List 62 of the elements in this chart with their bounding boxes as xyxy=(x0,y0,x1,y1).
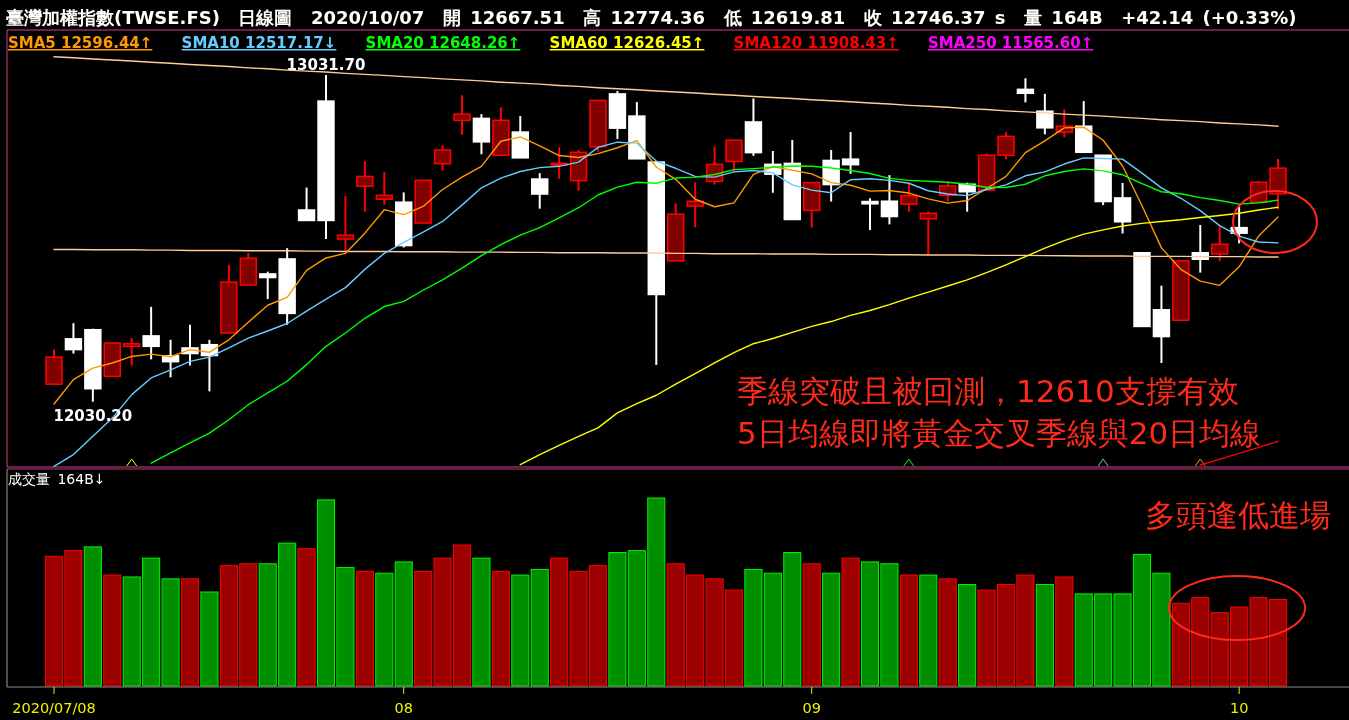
bar xyxy=(394,561,413,687)
bar xyxy=(180,578,200,687)
candlestick xyxy=(841,131,860,175)
candlestick xyxy=(861,197,879,231)
legend-label: SMA250 11565.60↑ xyxy=(928,34,1094,52)
candlestick xyxy=(725,139,743,174)
candlestick xyxy=(1016,77,1035,104)
bar xyxy=(83,546,102,687)
candlestick xyxy=(880,174,899,226)
bar xyxy=(938,578,957,687)
candlestick xyxy=(64,322,83,355)
candlestick xyxy=(1036,92,1054,136)
candlestick xyxy=(919,210,937,257)
annotation: 多頭逢低進場 xyxy=(1145,497,1331,533)
bar xyxy=(530,568,549,687)
bar xyxy=(375,572,394,687)
bar xyxy=(802,563,821,687)
candlestick xyxy=(375,170,393,206)
candlestick xyxy=(531,172,549,210)
bar xyxy=(103,574,122,687)
bar xyxy=(919,574,938,687)
annotation: 5日均線即將黃金交叉季線與20日均線 xyxy=(737,415,1262,451)
bar xyxy=(297,548,316,687)
text: SMA120 11908.43↑ xyxy=(733,34,899,52)
annotation: 季線突破且被回測，12610支撐有效 xyxy=(737,373,1239,409)
x-tick-label: 09 xyxy=(802,700,821,716)
candlestick xyxy=(259,270,277,301)
annotation: 13031.70 xyxy=(286,56,366,75)
candlestick xyxy=(142,305,160,361)
candlestick xyxy=(433,144,452,172)
candlestick xyxy=(356,160,374,213)
candlestick xyxy=(686,181,704,229)
bar xyxy=(511,574,530,687)
bar xyxy=(1035,583,1054,687)
chart-title: 臺灣加權指數(TWSE.FS) 日線圖 2020/10/07 開 12667.51 高 12774.36 低 12619.81 收 12746.37 s 量 164B +42.14 (+0.33%) xyxy=(6,7,1297,28)
bar xyxy=(472,557,491,687)
x-tick-label: 08 xyxy=(394,700,413,716)
candlestick xyxy=(997,130,1015,161)
text: SMA20 12648.26↑ xyxy=(365,34,521,52)
candlestick xyxy=(336,194,355,254)
bar xyxy=(491,570,510,687)
bar xyxy=(899,574,918,687)
text: SMA5 12596.44↑ xyxy=(8,34,153,52)
x-tick-label: 2020/07/08 xyxy=(12,700,96,716)
candlestick xyxy=(900,182,918,213)
bar xyxy=(841,557,860,687)
bar xyxy=(355,570,374,687)
bar xyxy=(822,572,841,687)
bar xyxy=(1055,576,1074,687)
text: SMA60 12626.45↑ xyxy=(549,34,705,52)
candlestick xyxy=(297,186,316,222)
candlestick xyxy=(1113,181,1132,235)
candlestick xyxy=(472,113,491,156)
candlestick xyxy=(958,181,976,213)
chart-title: 成交量 164B↓ xyxy=(8,471,106,487)
bar xyxy=(200,591,219,687)
text: SMA10 12517.17↓ xyxy=(181,34,337,52)
bar xyxy=(958,583,977,687)
candlestick xyxy=(1211,224,1229,262)
x-tick-label: 10 xyxy=(1229,700,1249,716)
candlestick xyxy=(123,337,141,367)
candlestick xyxy=(453,94,471,136)
